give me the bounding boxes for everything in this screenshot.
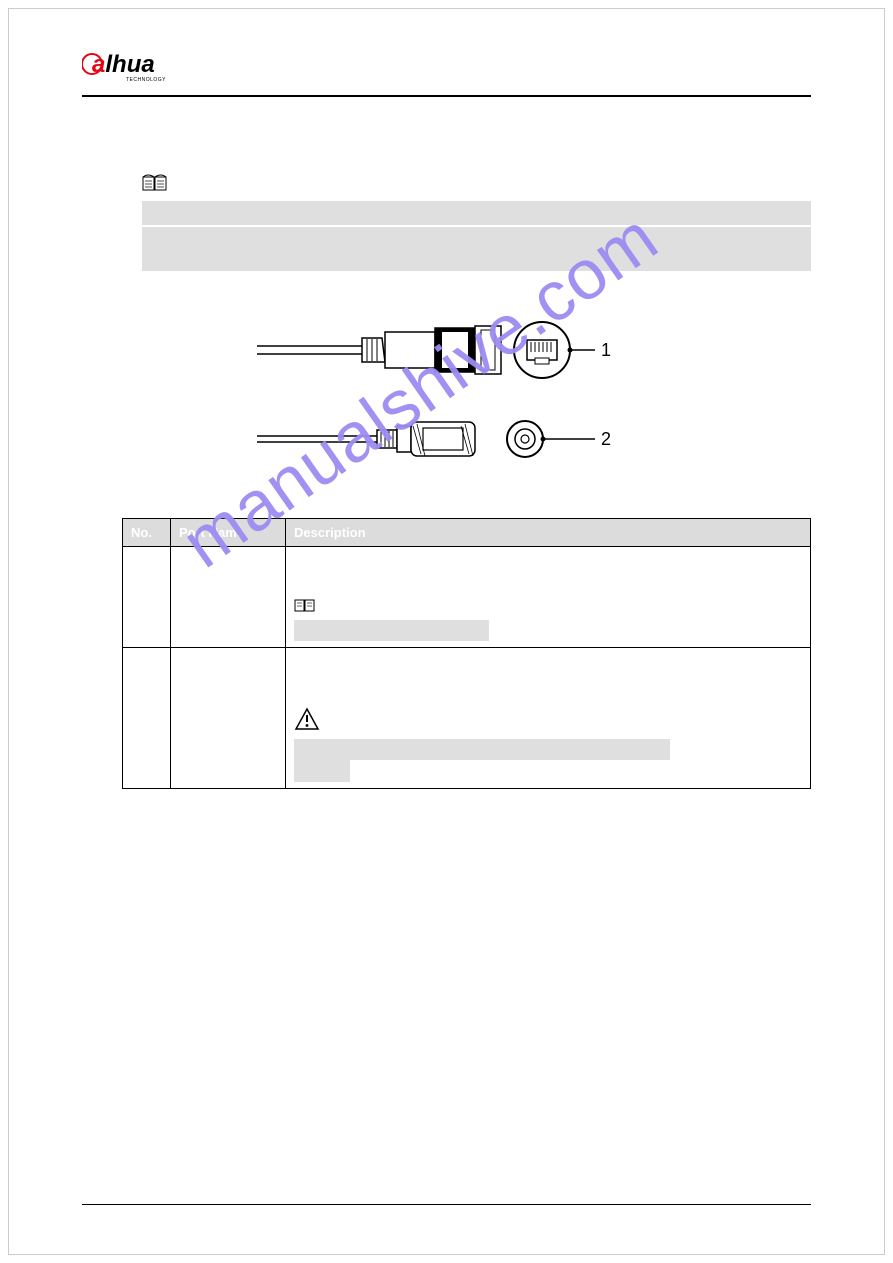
note-block: Cable type might vary with different dev… — [142, 174, 811, 271]
cable-diagram: 1 2 — [237, 306, 657, 476]
figure-caption: Figure 1-1 Cable list — [82, 283, 811, 298]
footer-divider — [82, 1204, 811, 1205]
page-content: 1 Introduction Cable type might vary wit… — [82, 115, 811, 789]
svg-text:TECHNOLOGY: TECHNOLOGY — [126, 77, 166, 83]
desc-line: the Guide. — [294, 676, 354, 691]
col-no: No. — [123, 519, 171, 547]
note-icon — [294, 598, 802, 618]
cell-port: DC 12V power input — [171, 648, 286, 789]
col-desc: Description — [286, 519, 811, 547]
figure-label-2: 2 — [601, 429, 611, 449]
brand-logo: alhua TECHNOLOGY — [82, 48, 192, 89]
table-header-row: No. Port Name Description — [123, 519, 811, 547]
cell-desc: Connects to network with network cable. … — [286, 547, 811, 648]
desc-caution: correctly. — [294, 760, 350, 782]
table-row: 1 Ethernet port Connects to network with… — [123, 547, 811, 648]
cell-desc: Inputs DC 12V power. Please be sure to s… — [286, 648, 811, 789]
note-icon — [142, 174, 168, 197]
desc-note: PoE is available on select model. — [294, 620, 489, 642]
figure-label-1: 1 — [601, 340, 611, 360]
note-text: Cable type might vary with different dev… — [160, 205, 622, 220]
note-text: Waterproof all the cable joints with ins… — [160, 231, 683, 246]
caution-icon — [294, 707, 802, 737]
note-list: Cable type might vary with different dev… — [142, 201, 811, 271]
col-port: Port Name — [171, 519, 286, 547]
header-divider — [82, 95, 811, 97]
cell-no: 1 — [123, 547, 171, 648]
note-item: Cable type might vary with different dev… — [142, 201, 811, 225]
note-text: and water damage. For the detailed opera… — [160, 251, 552, 266]
table-caption: Table 1-1 Cable information — [82, 499, 811, 514]
desc-line: Inputs DC 12V power. Please be sure to s… — [294, 656, 697, 671]
desc-caution: Device abnormity or damage could occur i… — [294, 739, 670, 761]
cell-port: Ethernet port — [171, 547, 286, 648]
cell-no: 2 — [123, 648, 171, 789]
table-row: 2 DC 12V power input Inputs DC 12V power… — [123, 648, 811, 789]
cable-info-table: No. Port Name Description 1 Ethernet por… — [122, 518, 811, 789]
chapter-title: 1 Introduction — [82, 115, 811, 146]
note-item: Waterproof all the cable joints with ins… — [142, 227, 811, 271]
page-header: alhua TECHNOLOGY — [82, 48, 811, 97]
desc-line: Connects to network with network cable. — [308, 553, 802, 573]
figure-container: 1 2 — [82, 306, 811, 481]
desc-line: Provides power to the Device with PoE. — [308, 573, 802, 593]
page-number: 1 — [0, 1210, 893, 1225]
